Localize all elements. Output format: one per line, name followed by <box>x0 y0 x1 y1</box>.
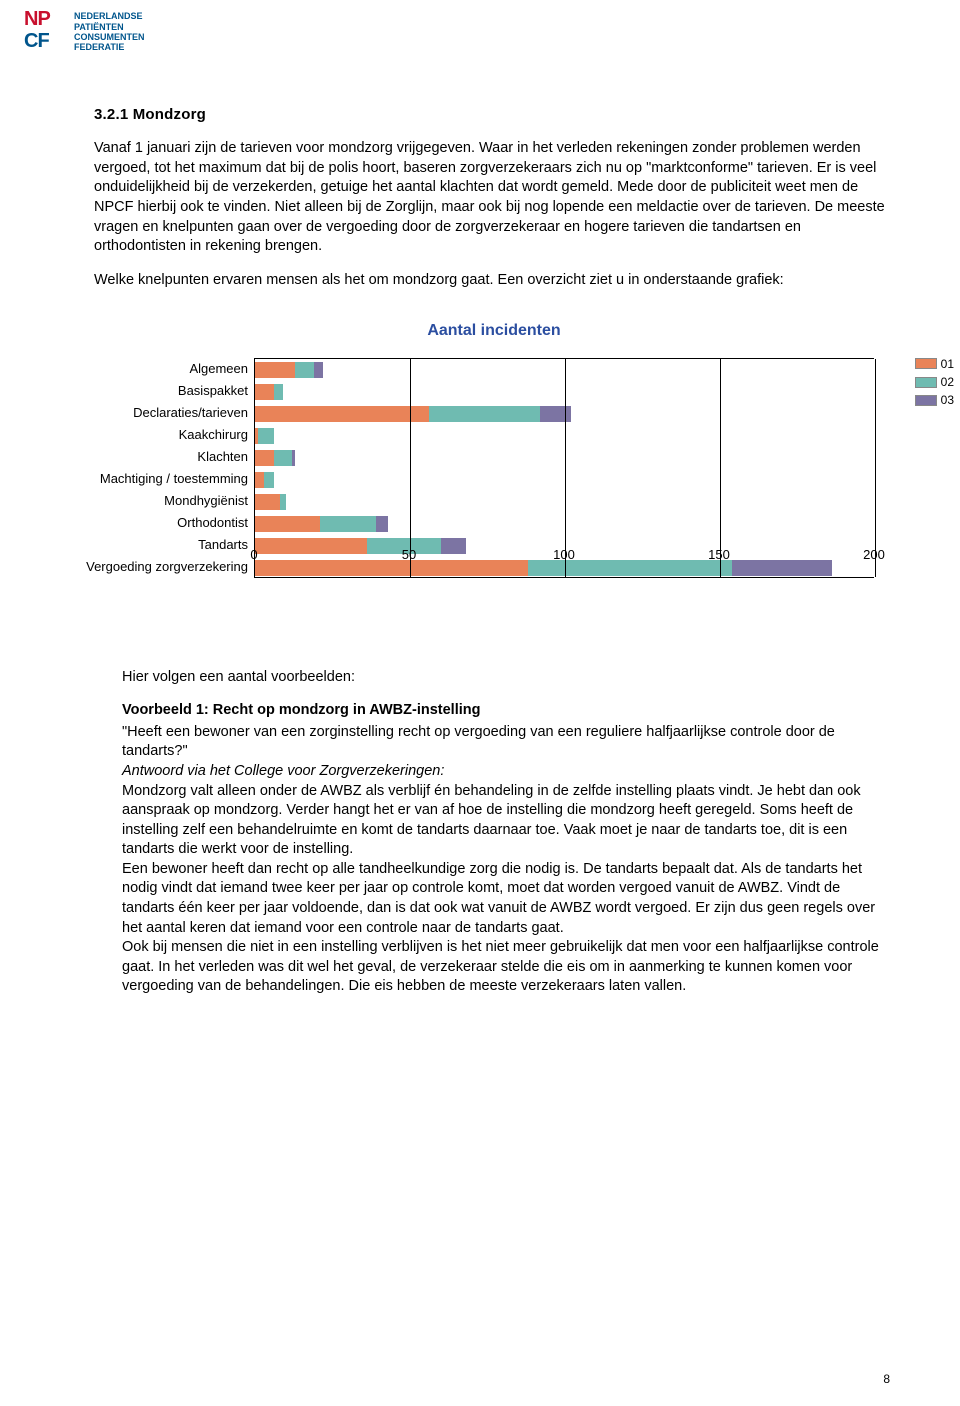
chart-bar-segment <box>258 428 274 444</box>
chart-x-label: 0 <box>250 546 257 564</box>
chart-bar-segment <box>292 450 295 466</box>
logo: NP CF NEDERLANDSE PATIËNTEN CONSUMENTEN … <box>18 8 145 56</box>
example-answer: Mondzorg valt alleen onder de AWBZ als v… <box>122 782 894 997</box>
chart-bar-segment <box>255 494 280 510</box>
chart-legend-item: 02 <box>915 374 954 390</box>
chart-y-label: Kaakchirurg <box>74 424 248 446</box>
example-answer-line: Ook bij mensen die niet in een instellin… <box>122 938 894 997</box>
chart-y-label: Declaraties/tarieven <box>74 402 248 424</box>
chart-bar-segment <box>255 384 274 400</box>
logo-text: NEDERLANDSE PATIËNTEN CONSUMENTEN FEDERA… <box>74 11 145 52</box>
chart-bar-segment <box>540 406 571 422</box>
chart-bar-segment <box>429 406 541 422</box>
chart-bar-row <box>255 450 295 466</box>
chart-bar-segment <box>264 472 273 488</box>
example-answer-line: Mondzorg valt alleen onder de AWBZ als v… <box>122 782 894 860</box>
example-answer-label: Antwoord via het College voor Zorgverzek… <box>122 762 894 782</box>
chart-gridline <box>565 359 566 577</box>
chart-x-label: 150 <box>708 546 730 564</box>
paragraph: Welke knelpunten ervaren mensen als het … <box>94 271 894 291</box>
logo-line: PATIËNTEN <box>74 22 145 32</box>
chart-bar-row <box>255 362 323 378</box>
paragraph: Hier volgen een aantal voorbeelden: <box>122 668 894 688</box>
chart-y-label: Vergoeding zorgverzekering <box>74 556 248 578</box>
example-heading: Voorbeeld 1: Recht op mondzorg in AWBZ-i… <box>122 701 894 721</box>
chart-bar-segment <box>274 450 293 466</box>
chart-legend-label: 02 <box>941 374 954 390</box>
example-question: "Heeft een bewoner van een zorginstellin… <box>122 723 894 762</box>
chart-bar-segment <box>255 362 295 378</box>
chart: Aantal incidenten AlgemeenBasispakketDec… <box>74 320 914 578</box>
logo-line: FEDERATIE <box>74 42 145 52</box>
chart-y-label: Klachten <box>74 446 248 468</box>
chart-bar-row <box>255 472 274 488</box>
chart-bar-segment <box>255 560 528 576</box>
chart-bar-row <box>255 428 274 444</box>
chart-bar-row <box>255 560 832 576</box>
chart-legend-item: 03 <box>915 392 954 408</box>
example-answer-line: Een bewoner heeft dan recht op alle tand… <box>122 860 894 938</box>
chart-bar-segment <box>255 516 320 532</box>
chart-bar-row <box>255 384 283 400</box>
chart-bar-row <box>255 538 466 554</box>
chart-bar-segment <box>314 362 323 378</box>
section-heading: 3.2.1 Mondzorg <box>94 105 894 125</box>
chart-y-label: Tandarts <box>74 534 248 556</box>
chart-x-label: 100 <box>553 546 575 564</box>
chart-gridline <box>720 359 721 577</box>
chart-legend-item: 01 <box>915 356 954 372</box>
chart-gridline <box>410 359 411 577</box>
chart-y-labels: AlgemeenBasispakketDeclaraties/tarievenK… <box>74 358 254 578</box>
paragraph: Vanaf 1 januari zijn de tarieven voor mo… <box>94 139 894 256</box>
chart-bar-segment <box>732 560 831 576</box>
logo-mark: NP CF <box>18 8 66 56</box>
chart-bar-segment <box>441 538 466 554</box>
chart-legend: 01 02 03 <box>915 356 954 411</box>
chart-x-label: 200 <box>863 546 885 564</box>
logo-line: CONSUMENTEN <box>74 32 145 42</box>
logo-line: NEDERLANDSE <box>74 11 145 21</box>
chart-legend-swatch <box>915 358 937 369</box>
chart-bar-segment <box>274 384 283 400</box>
chart-bar-segment <box>255 538 367 554</box>
chart-bar-row <box>255 516 388 532</box>
chart-plot-area <box>254 358 874 578</box>
chart-legend-swatch <box>915 395 937 406</box>
logo-mark-cf: CF <box>24 30 49 53</box>
chart-title: Aantal incidenten <box>74 320 914 342</box>
chart-bar-row <box>255 494 286 510</box>
chart-y-label: Basispakket <box>74 380 248 402</box>
chart-x-label: 50 <box>402 546 416 564</box>
chart-bar-segment <box>255 406 429 422</box>
chart-legend-swatch <box>915 377 937 388</box>
chart-bar-segment <box>280 494 286 510</box>
chart-y-label: Machtiging / toestemming <box>74 468 248 490</box>
chart-y-label: Mondhygiënist <box>74 490 248 512</box>
chart-legend-label: 03 <box>941 392 954 408</box>
chart-bar-row <box>255 406 571 422</box>
chart-y-label: Algemeen <box>74 358 248 380</box>
page-number: 8 <box>883 1372 890 1386</box>
chart-bar-segment <box>255 472 264 488</box>
logo-mark-np: NP <box>24 8 50 31</box>
chart-bar-segment <box>295 362 314 378</box>
chart-bar-segment <box>320 516 376 532</box>
chart-bar-segment <box>376 516 388 532</box>
chart-legend-label: 01 <box>941 356 954 372</box>
chart-y-label: Orthodontist <box>74 512 248 534</box>
chart-bar-segment <box>255 450 274 466</box>
